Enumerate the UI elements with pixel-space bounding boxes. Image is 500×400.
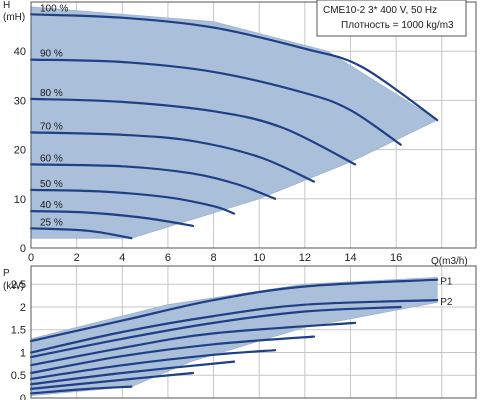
- head-curve-5: [29, 163, 277, 200]
- power-y-tick-label: 2: [20, 302, 26, 314]
- head-x-tick-label: 16: [390, 252, 402, 264]
- power-curve-3: [29, 305, 402, 359]
- head-curve-2: [29, 58, 402, 146]
- power-axis-unit: (kW): [3, 281, 24, 292]
- speed-curve-label: 100 %: [40, 3, 68, 14]
- power-curve-8: [29, 371, 195, 390]
- density-text: Плотность = 1000 kg/m3: [341, 20, 454, 31]
- speed-curve-label: 80 %: [40, 88, 63, 99]
- head-x-tick-label: 6: [165, 252, 171, 264]
- power-curve-7: [29, 360, 236, 386]
- head-x-tick-label: 10: [253, 252, 265, 264]
- head-marks: 100 % 90 % 80 % 70 % 60 % 50 % 40 % 25 %: [29, 3, 439, 240]
- head-x-tick-label: 12: [299, 252, 311, 264]
- head-curve-1: [29, 13, 439, 122]
- speed-curve-label: 90 %: [40, 49, 63, 60]
- head-chart-panel: 100 % 90 % 80 % 70 % 60 % 50 % 40 % 25 % H (mH)…: [3, 0, 477, 267]
- power-curve-4: [29, 321, 357, 367]
- head-y-tick-label: 10: [14, 194, 26, 206]
- pump-model-text: CME10-2 3* 400 V, 50 Hz: [323, 5, 437, 16]
- head-curve-8: [29, 227, 133, 240]
- power-y-tick-label: 1: [20, 347, 26, 359]
- power-axis-label: P: [3, 268, 10, 279]
- head-plot-frame: [30, 1, 477, 249]
- power-curve-5: [29, 335, 316, 375]
- head-operating-region: [30, 6, 439, 239]
- power-curve-6: [29, 349, 277, 380]
- head-y-tick-label: 20: [14, 145, 26, 157]
- power-curve-label: P2: [440, 297, 453, 308]
- speed-curve-label: 50 %: [40, 179, 63, 190]
- power-y-tick-label: 2.5: [11, 279, 26, 291]
- speed-curve-label: 60 %: [40, 153, 63, 164]
- head-x-tick-label: 14: [344, 252, 356, 264]
- power-plot-frame: [30, 265, 477, 399]
- power-y-tick-label: 0.5: [11, 370, 26, 382]
- head-y-tick-label: 0: [20, 243, 26, 255]
- power-y-tick-label: 1.5: [11, 325, 26, 337]
- flow-axis-label: Q(m3/h): [431, 256, 468, 267]
- power-curve-2: [29, 299, 439, 354]
- head-x-tick-label: 0: [28, 252, 34, 264]
- power-y-tick-label: 0: [20, 393, 26, 400]
- power-curve-1: [29, 278, 439, 343]
- head-curve-4: [29, 131, 316, 183]
- info-box-frame: [316, 0, 467, 37]
- head-x-tick-label: 4: [119, 252, 125, 264]
- info-box: CME10-2 3* 400 V, 50 Hz Плотность = 1000…: [316, 0, 467, 37]
- head-x-tick-label: 2: [74, 252, 80, 264]
- head-curve-7: [29, 210, 195, 227]
- head-axis-unit: (mH): [3, 12, 25, 23]
- head-curve-3: [29, 97, 357, 166]
- power-marks: P1 P2: [29, 276, 453, 397]
- head-y-tick-label: 30: [14, 95, 26, 107]
- head-axis-label: H: [3, 0, 10, 11]
- power-curve-9: [29, 385, 133, 395]
- power-operating-region: [30, 276, 438, 397]
- speed-curve-label: 40 %: [40, 200, 63, 211]
- head-x-tick-label: 8: [211, 252, 217, 264]
- head-y-tick-label: 40: [14, 46, 26, 58]
- power-curve-label: P1: [440, 277, 453, 288]
- head-curve-6: [29, 188, 236, 215]
- speed-curve-label: 25 %: [40, 217, 63, 228]
- speed-curve-label: 70 %: [40, 121, 63, 132]
